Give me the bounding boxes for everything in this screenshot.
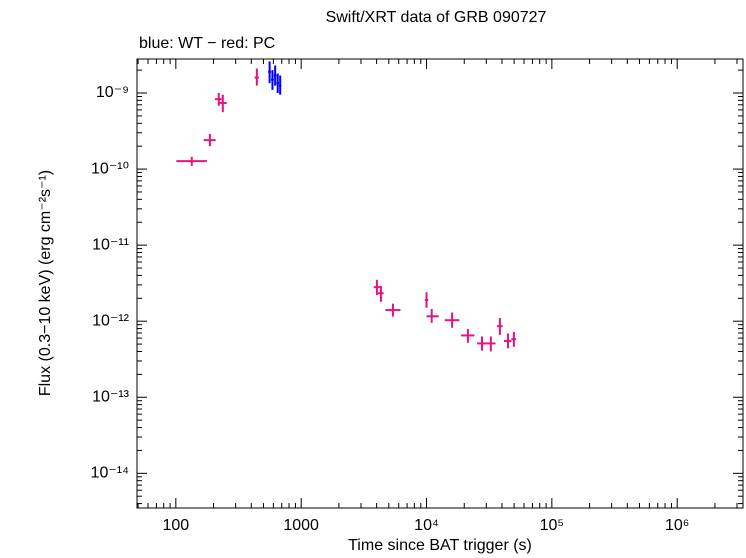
x-tick-label: 10⁵: [540, 517, 564, 534]
y-tick-label: 10⁻¹⁴: [91, 465, 130, 482]
chart-title: Swift/XRT data of GRB 090727: [326, 9, 547, 26]
y-tick-label: 10⁻¹³: [92, 388, 130, 405]
y-tick-label: 10⁻⁹: [96, 84, 129, 101]
y-tick-label: 10⁻¹²: [92, 312, 130, 329]
x-axis-label: Time since BAT trigger (s): [348, 537, 532, 554]
chart-subtitle: blue: WT − red: PC: [139, 35, 275, 52]
y-axis-label: Flux (0.3−10 keV) (erg cm⁻²s⁻¹): [37, 170, 54, 396]
x-tick-label: 10⁶: [665, 517, 689, 534]
x-tick-label: 100: [162, 517, 189, 534]
y-tick-label: 10⁻¹¹: [92, 236, 129, 253]
y-tick-label: 10⁻¹⁰: [91, 160, 129, 177]
x-tick-label: 1000: [283, 517, 319, 534]
plot-frame: [136, 58, 744, 509]
x-tick-label: 10⁴: [414, 517, 439, 534]
